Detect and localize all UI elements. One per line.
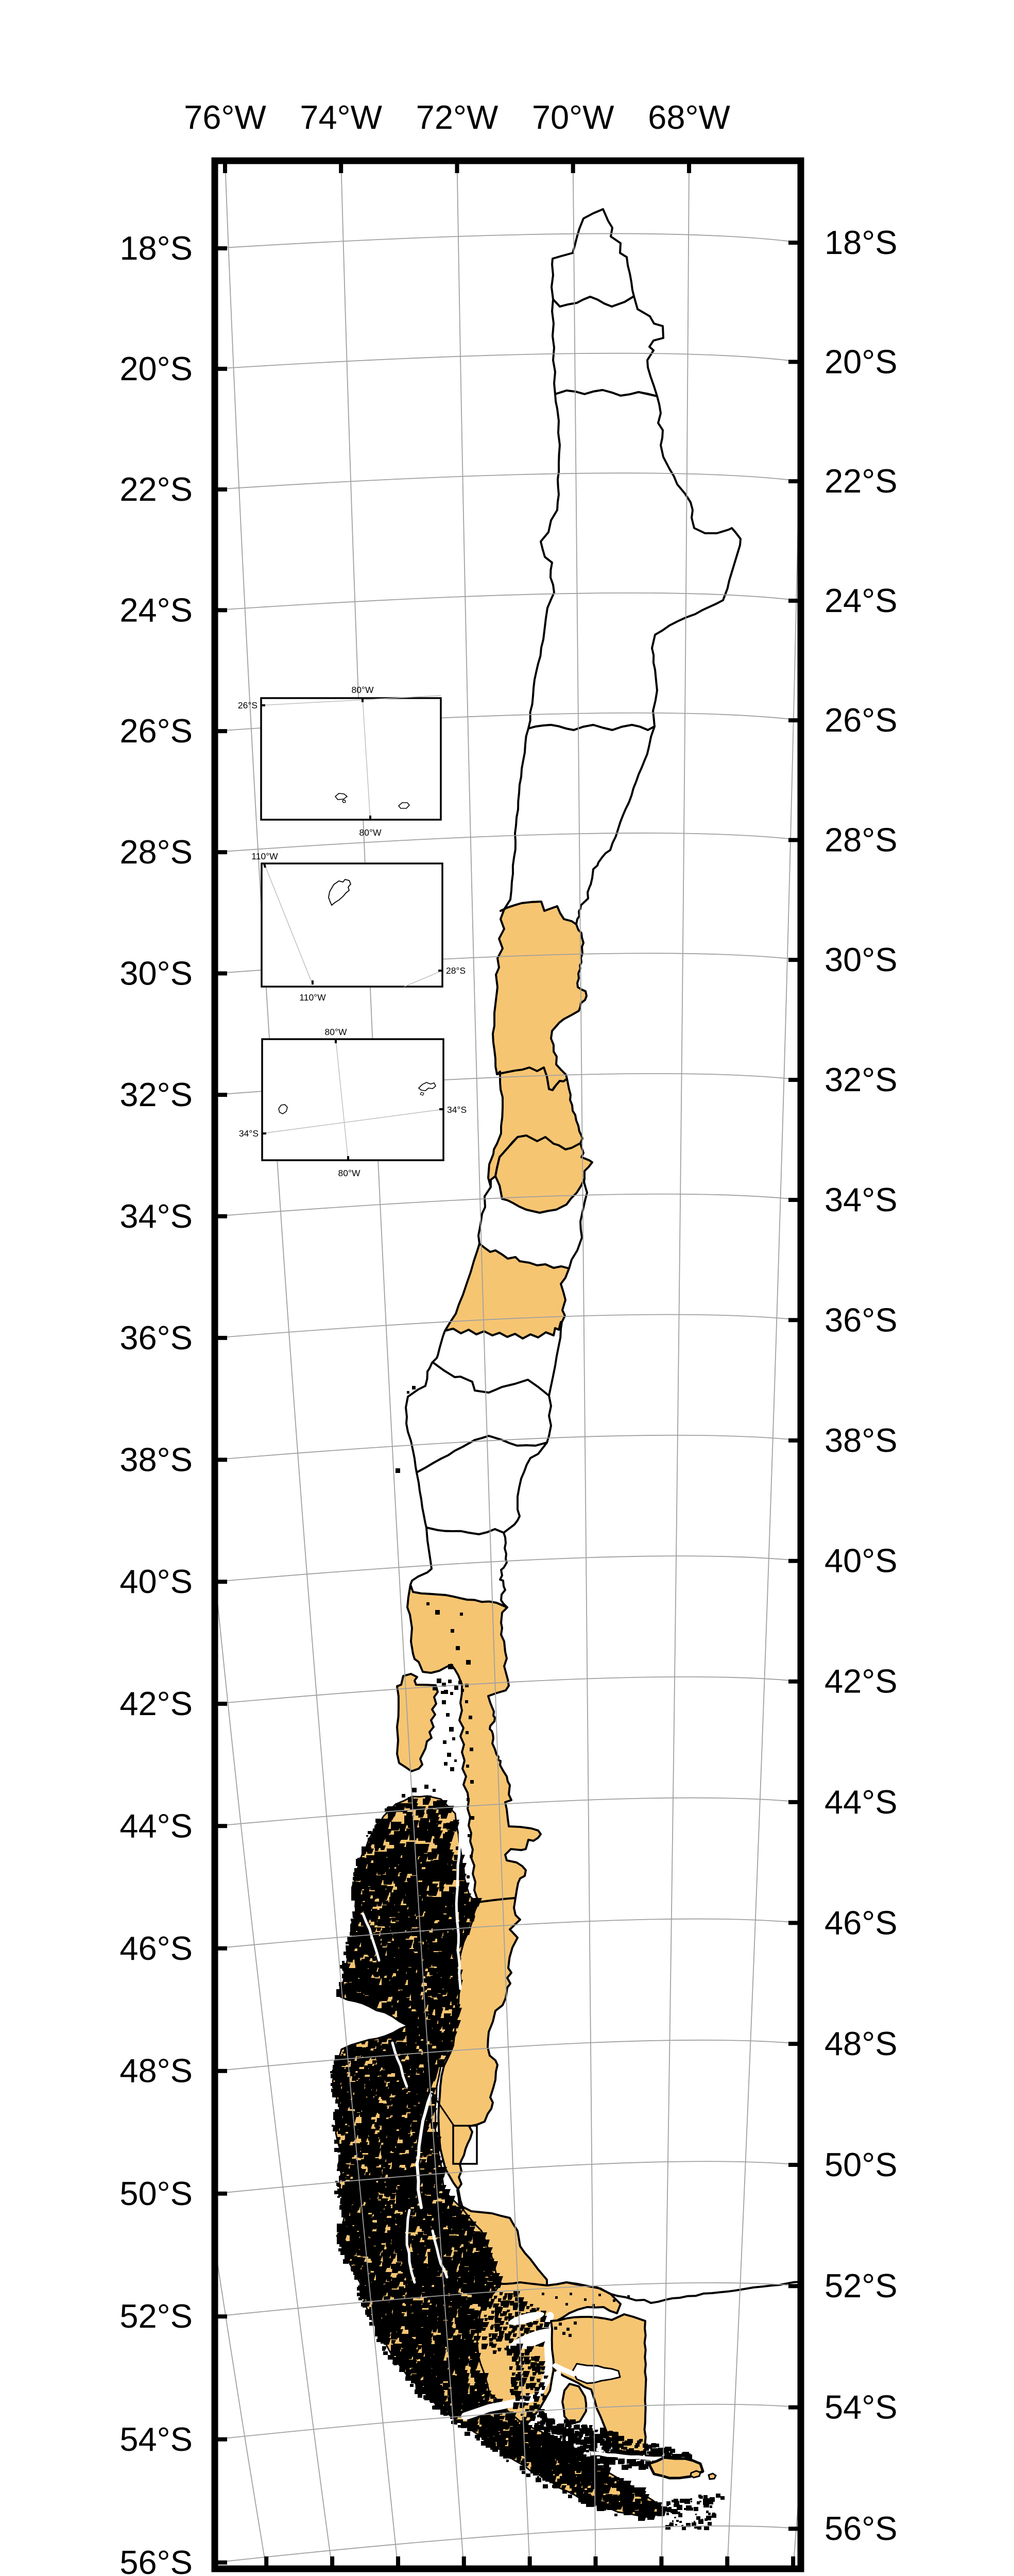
svg-text:36°S: 36°S: [119, 1319, 193, 1357]
svg-text:76°W: 76°W: [184, 98, 266, 136]
svg-text:52°S: 52°S: [824, 2267, 898, 2304]
svg-text:32°S: 32°S: [824, 1061, 898, 1098]
svg-text:38°S: 38°S: [119, 1440, 193, 1478]
svg-text:46°S: 46°S: [824, 1904, 898, 1941]
svg-text:30°S: 30°S: [119, 954, 193, 992]
svg-text:48°S: 48°S: [119, 2052, 193, 2090]
svg-text:42°S: 42°S: [824, 1663, 898, 1700]
svg-text:34°S: 34°S: [447, 1105, 467, 1115]
svg-text:38°S: 38°S: [824, 1421, 898, 1459]
svg-text:40°S: 40°S: [824, 1542, 898, 1580]
svg-text:20°S: 20°S: [119, 350, 193, 387]
svg-text:80°W: 80°W: [359, 827, 382, 838]
svg-text:40°S: 40°S: [119, 1563, 193, 1600]
svg-text:26°S: 26°S: [238, 700, 257, 710]
svg-text:28°S: 28°S: [824, 821, 898, 859]
svg-text:26°S: 26°S: [824, 701, 898, 739]
svg-text:36°S: 36°S: [824, 1301, 898, 1338]
svg-text:56°S: 56°S: [824, 2510, 898, 2547]
svg-text:20°S: 20°S: [824, 343, 898, 380]
svg-text:42°S: 42°S: [119, 1685, 193, 1722]
svg-text:44°S: 44°S: [119, 1807, 193, 1844]
svg-text:22°S: 22°S: [119, 470, 193, 508]
svg-text:72°W: 72°W: [416, 98, 499, 136]
svg-text:26°S: 26°S: [119, 712, 193, 750]
svg-text:48°S: 48°S: [824, 2025, 898, 2062]
svg-text:54°S: 54°S: [824, 2388, 898, 2426]
svg-text:18°S: 18°S: [119, 229, 193, 267]
svg-text:32°S: 32°S: [119, 1076, 193, 1113]
svg-text:18°S: 18°S: [824, 224, 898, 261]
svg-text:68°W: 68°W: [648, 98, 730, 136]
svg-text:110°W: 110°W: [299, 992, 326, 1003]
svg-text:56°S: 56°S: [119, 2544, 193, 2576]
svg-text:44°S: 44°S: [824, 1783, 898, 1821]
svg-text:30°S: 30°S: [824, 941, 898, 978]
svg-text:28°S: 28°S: [446, 965, 466, 976]
svg-text:34°S: 34°S: [824, 1181, 898, 1218]
svg-text:80°W: 80°W: [338, 1168, 360, 1178]
svg-text:52°S: 52°S: [119, 2297, 193, 2335]
svg-text:74°W: 74°W: [300, 98, 382, 136]
svg-text:34°S: 34°S: [119, 1197, 193, 1235]
svg-text:70°W: 70°W: [532, 98, 614, 136]
svg-text:24°S: 24°S: [119, 591, 193, 629]
svg-text:50°S: 50°S: [119, 2175, 193, 2212]
svg-text:80°W: 80°W: [352, 685, 374, 695]
svg-text:24°S: 24°S: [824, 582, 898, 619]
svg-text:50°S: 50°S: [824, 2146, 898, 2183]
svg-text:110°W: 110°W: [251, 851, 278, 861]
svg-text:28°S: 28°S: [119, 833, 193, 871]
svg-text:80°W: 80°W: [325, 1027, 347, 1037]
svg-text:54°S: 54°S: [119, 2420, 193, 2458]
svg-text:34°S: 34°S: [239, 1128, 259, 1139]
svg-text:46°S: 46°S: [119, 1929, 193, 1967]
svg-text:22°S: 22°S: [824, 462, 898, 500]
